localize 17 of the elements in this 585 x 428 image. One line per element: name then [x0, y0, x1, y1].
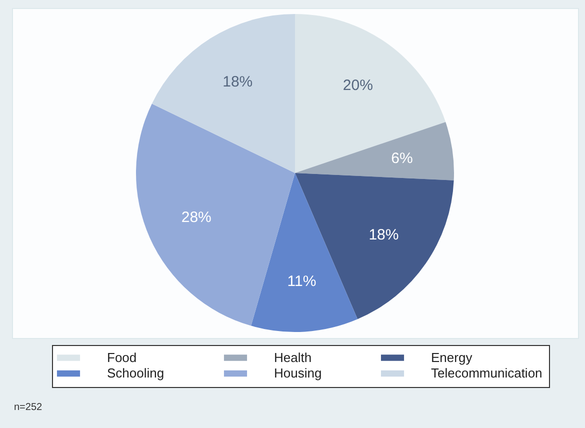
data-label: 18% [368, 226, 399, 244]
pie-slice [251, 173, 358, 332]
data-label: 6% [391, 150, 413, 167]
legend-label: Energy [431, 350, 473, 365]
legend-label: Schooling [107, 366, 164, 380]
legend-label: Housing [274, 366, 322, 380]
legend-label: Telecommunication [431, 366, 542, 380]
data-label: 28% [181, 209, 212, 226]
pie-slice [295, 122, 454, 180]
pie-slice [295, 14, 446, 173]
text: n=252 [14, 402, 42, 413]
data-label: 11% [287, 272, 316, 290]
legend-label: Food [107, 350, 137, 365]
legend-label: Health [274, 350, 312, 365]
data-label: 18% [222, 73, 253, 90]
data-label: 20% [342, 77, 373, 94]
pie-slice [152, 14, 295, 173]
